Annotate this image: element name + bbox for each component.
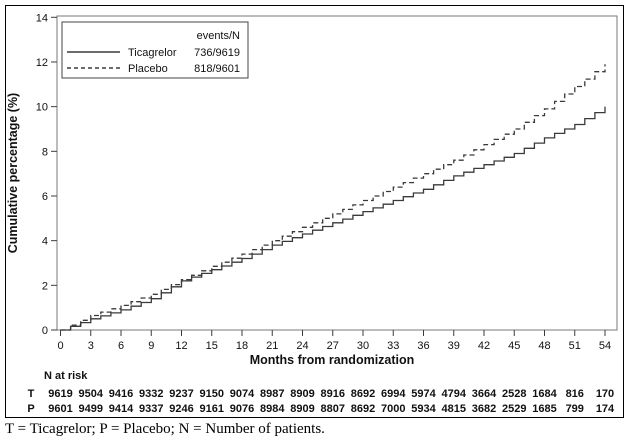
x-tick-label: 27 bbox=[327, 340, 339, 352]
x-tick-label: 36 bbox=[417, 340, 429, 352]
risk-value-p-m24: 8909 bbox=[290, 403, 314, 415]
x-tick-label: 54 bbox=[599, 340, 611, 352]
x-tick-label: 42 bbox=[478, 340, 490, 352]
x-axis-label: Months from randomization bbox=[250, 353, 415, 367]
risk-value-t-m6: 9416 bbox=[109, 388, 133, 400]
y-axis-label: Cumulative percentage (%) bbox=[6, 93, 20, 253]
risk-row-label-p: P bbox=[27, 403, 34, 415]
risk-value-t-m30: 8692 bbox=[351, 388, 375, 400]
risk-numbers: 9619 9504 9416 9332 9237 9150 9074 8987 8909 8916… bbox=[48, 388, 615, 415]
risk-value-p-m15: 9161 bbox=[200, 403, 224, 415]
risk-row-label-t: T bbox=[28, 388, 35, 400]
risk-value-p-m33: 7000 bbox=[381, 403, 405, 415]
risk-value-t-m21: 8987 bbox=[260, 388, 284, 400]
figure-caption: T = Ticagrelor; P = Placebo; N = Number … bbox=[5, 421, 325, 437]
legend-entry-ticagrelor: Ticagrelor bbox=[128, 47, 177, 59]
risk-value-t-m15: 9150 bbox=[200, 388, 224, 400]
risk-value-p-m0: 9601 bbox=[48, 403, 72, 415]
risk-value-p-m3: 9499 bbox=[79, 403, 103, 415]
curve-ticagrelor bbox=[60, 106, 606, 331]
risk-value-p-m54: 174 bbox=[596, 403, 615, 415]
risk-value-p-m48: 1685 bbox=[532, 403, 556, 415]
risk-value-p-m45: 2529 bbox=[502, 403, 526, 415]
risk-value-p-m6: 9414 bbox=[109, 403, 134, 415]
x-tick-label: 24 bbox=[296, 340, 308, 352]
x-tick-label: 18 bbox=[236, 340, 248, 352]
x-tick-label: 48 bbox=[538, 340, 550, 352]
legend-value-placebo: 818/9601 bbox=[194, 63, 240, 75]
plot-frame bbox=[56, 15, 618, 331]
risk-value-p-m27: 8807 bbox=[321, 403, 345, 415]
risk-value-p-m18: 9076 bbox=[230, 403, 254, 415]
x-tick-label: 39 bbox=[448, 340, 460, 352]
y-tick-label: 6 bbox=[42, 191, 48, 203]
legend-box bbox=[61, 21, 249, 79]
risk-value-p-m30: 8692 bbox=[351, 403, 375, 415]
x-tick-label: 6 bbox=[118, 340, 124, 352]
x-tick-label: 21 bbox=[266, 340, 278, 352]
risk-value-p-m39: 4815 bbox=[442, 403, 466, 415]
y-tick-label: 4 bbox=[42, 236, 48, 248]
curve-placebo bbox=[60, 64, 606, 331]
risk-value-p-m42: 3682 bbox=[472, 403, 496, 415]
risk-value-t-m51: 816 bbox=[566, 388, 584, 400]
risk-value-t-m0: 9619 bbox=[48, 388, 72, 400]
x-tick-label: 9 bbox=[148, 340, 154, 352]
x-tick-label: 3 bbox=[88, 340, 94, 352]
x-tick-label: 0 bbox=[57, 340, 63, 352]
risk-value-p-m51: 799 bbox=[566, 403, 584, 415]
risk-value-p-m9: 9337 bbox=[139, 403, 163, 415]
risk-value-t-m54: 170 bbox=[596, 388, 614, 400]
risk-value-t-m9: 9332 bbox=[139, 388, 163, 400]
survival-curves bbox=[60, 64, 606, 331]
risk-value-p-m12: 9246 bbox=[169, 403, 193, 415]
risk-table-title: N at risk bbox=[44, 370, 88, 382]
risk-value-t-m12: 9237 bbox=[169, 388, 193, 400]
risk-value-p-m36: 5934 bbox=[411, 403, 436, 415]
risk-value-t-m27: 8916 bbox=[321, 388, 345, 400]
x-tick-label: 30 bbox=[357, 340, 369, 352]
legend-header: events/N bbox=[197, 30, 240, 42]
y-tick-label: 10 bbox=[36, 102, 48, 114]
risk-value-p-m21: 8984 bbox=[260, 403, 285, 415]
x-tick-label: 45 bbox=[508, 340, 520, 352]
x-tick-label: 12 bbox=[175, 340, 187, 352]
y-tick-label: 2 bbox=[42, 280, 48, 292]
risk-value-t-m18: 9074 bbox=[230, 388, 255, 400]
risk-value-t-m36: 5974 bbox=[411, 388, 436, 400]
legend-entry-placebo: Placebo bbox=[128, 63, 168, 75]
y-tick-label: 8 bbox=[42, 146, 48, 158]
x-tick-label: 15 bbox=[206, 340, 218, 352]
risk-value-t-m42: 3664 bbox=[472, 388, 497, 400]
legend-value-ticagrelor: 736/9619 bbox=[194, 47, 240, 59]
x-tick-label: 33 bbox=[387, 340, 399, 352]
risk-value-t-m3: 9504 bbox=[79, 388, 104, 400]
legend: events/N Ticagrelor 736/9619 Placebo 818… bbox=[61, 21, 249, 79]
risk-value-t-m48: 1684 bbox=[532, 388, 557, 400]
risk-value-t-m33: 6994 bbox=[381, 388, 406, 400]
risk-value-t-m24: 8909 bbox=[290, 388, 314, 400]
x-tick-label: 51 bbox=[569, 340, 581, 352]
y-tick-label: 14 bbox=[36, 12, 48, 24]
y-tick-label: 0 bbox=[42, 325, 48, 337]
y-tick-label: 12 bbox=[36, 57, 48, 69]
risk-table: N at risk T P 9619 9504 9416 9332 9237 9150 90… bbox=[27, 370, 615, 415]
risk-value-t-m45: 2528 bbox=[502, 388, 526, 400]
risk-value-t-m39: 4794 bbox=[442, 388, 467, 400]
